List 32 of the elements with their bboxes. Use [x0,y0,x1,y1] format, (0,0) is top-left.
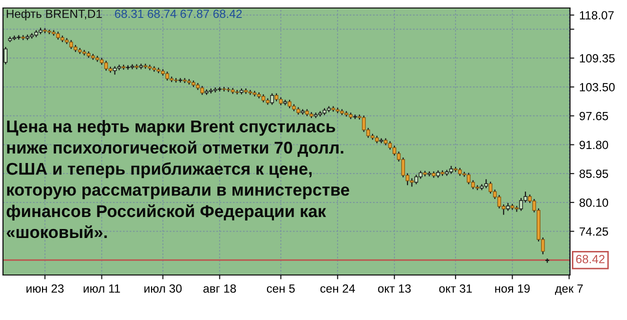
chart-subtitle: 68.31 68.74 67.87 68.42 [114,10,242,18]
ref-line-label: 68.42 [576,254,605,264]
x-tick-label: июл 11 [84,284,120,293]
x-tick-label: дек 7 [555,284,583,295]
x-tick-label: июл 30 [144,284,182,293]
y-tick-label: 85.95 [580,170,608,178]
x-tick-label: сен 24 [320,284,355,293]
x-tick-label: сен 5 [266,284,295,293]
candlestick [466,172,471,185]
y-tick-label: 80.10 [580,198,608,207]
candlestick [401,156,406,178]
y-tick-label: 91.80 [580,140,608,150]
candlestick [248,89,252,96]
candlestick [497,194,502,209]
chart-title: Нефть BRENT,D1 [6,9,102,20]
x-tick-label: июн 23 [26,284,64,293]
candlestick [545,258,550,264]
x-tick-label: ноя 19 [495,284,530,293]
x-tick-label: окт 31 [439,284,472,293]
y-tick-label: 103.50 [580,83,615,92]
candlestick [47,29,52,35]
y-tick-label: 118.07 [580,11,614,20]
candlestick [362,115,366,132]
y-tick-label: 74.25 [580,227,608,236]
y-tick-label: 97.65 [580,112,608,120]
candlestick [414,174,418,185]
y-tick-label: 109.35 [580,54,615,62]
candlestick [488,181,492,194]
annotation: Цена на нефть марки Brent спустилась ниже психологической отметки 70 долл. США и теперь приближается к цене, которую рассматривали в министерстве финансов Российской Федерации как «шоковый». [6,120,350,238]
x-tick-label: окт 13 [378,284,411,293]
x-tick-label: авг 18 [203,284,236,293]
candlestick [270,92,274,106]
